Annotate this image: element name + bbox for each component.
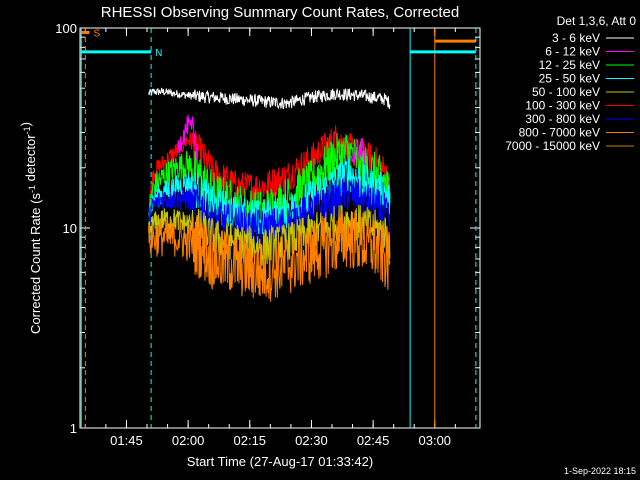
- series-line: [148, 156, 391, 236]
- legend-header: Det 1,3,6, Att 0: [557, 14, 637, 28]
- x-tick-label: 03:00: [419, 433, 452, 448]
- series-line: [148, 175, 391, 246]
- y-axis-label: Corrected Count Rate (s-1 detector-1): [18, 122, 43, 334]
- legend-label: 12 - 25 keV: [539, 58, 600, 72]
- series-group: [148, 87, 391, 302]
- x-tick-label: 02:30: [295, 433, 328, 448]
- chart-title: RHESSI Observing Summary Count Rates, Co…: [101, 4, 459, 21]
- plot-axes: 01:45 02:00 02:15 02:30 02:45 03:00 1 10 100: [55, 21, 481, 448]
- x-tick-label: 01:45: [110, 433, 143, 448]
- legend-label: 3 - 6 keV: [552, 31, 600, 45]
- flag-label: N: [155, 48, 162, 59]
- series-line: [148, 87, 391, 110]
- legend-label: 800 - 7000 keV: [519, 126, 600, 140]
- flag-label: S: [93, 28, 100, 39]
- x-tick-label: 02:00: [172, 433, 205, 448]
- timestamp: 1-Sep-2022 18:15: [564, 466, 636, 476]
- attenuator-lines: [80, 28, 477, 428]
- series-line: [148, 125, 391, 217]
- legend-label: 7000 - 15000 keV: [505, 139, 600, 153]
- y-tick-label: 1: [70, 421, 77, 436]
- series-line: [350, 137, 366, 166]
- series-line: [148, 210, 391, 302]
- x-axis-label: Start Time (27-Aug-17 01:33:42): [187, 454, 373, 469]
- series-line: [177, 114, 198, 160]
- legend-label: 100 - 300 keV: [525, 99, 600, 113]
- y-tick-label: 10: [63, 221, 77, 236]
- legend-label: 300 - 800 keV: [525, 112, 600, 126]
- x-tick-label: 02:15: [234, 433, 267, 448]
- legend-label: 50 - 100 keV: [532, 85, 600, 99]
- x-tick-label: 02:45: [357, 433, 390, 448]
- y-tick-label: 100: [55, 21, 77, 36]
- flag-group: SN: [81, 28, 476, 59]
- legend-label: 6 - 12 keV: [545, 45, 600, 59]
- legend-label: 25 - 50 keV: [539, 72, 600, 86]
